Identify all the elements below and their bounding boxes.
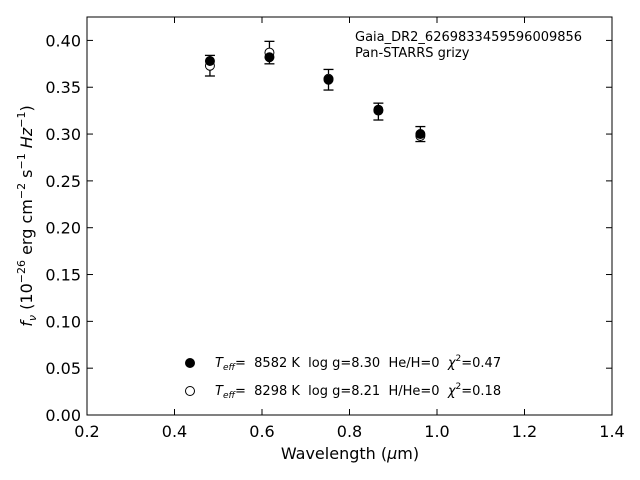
- x-tick-label: 0.8: [337, 422, 362, 441]
- legend: Teff= 8582 K log g=8.30 He/H=0 χ2=0.47 T…: [185, 354, 501, 401]
- point-filled: [204, 56, 215, 67]
- y-tick-label: 0.40: [45, 31, 81, 50]
- legend-marker-filled: [185, 358, 195, 368]
- x-axis-label: Wavelength (μm): [281, 444, 419, 463]
- y-tick-label: 0.00: [45, 406, 81, 425]
- point-filled: [373, 104, 384, 115]
- y-tick-label: 0.25: [45, 172, 81, 191]
- y-tick-label: 0.15: [45, 266, 81, 285]
- y-axis: 0.00 0.05 0.10 0.15 0.20 0.25 0.30 0.35 0.40: [45, 31, 612, 425]
- y-tick-label: 0.05: [45, 359, 81, 378]
- y-tick-label: 0.10: [45, 312, 81, 331]
- x-tick-label: 0.6: [249, 422, 274, 441]
- x-tick-label: 1.2: [512, 422, 537, 441]
- x-tick-label: 1.0: [424, 422, 449, 441]
- annotation-object-id: Gaia_DR2_6269833459596009856: [355, 30, 582, 45]
- data-points: [204, 47, 426, 141]
- y-tick-label: 0.30: [45, 125, 81, 144]
- point-filled: [415, 129, 426, 140]
- point-filled: [323, 74, 334, 85]
- legend-entry-1: Teff= 8582 K log g=8.30 He/H=0 χ2=0.47: [215, 354, 501, 373]
- legend-marker-open: [185, 386, 195, 396]
- plot-area: [86, 16, 613, 416]
- point-filled: [264, 52, 275, 63]
- x-tick-label: 0.4: [162, 422, 187, 441]
- x-tick-label: 0.2: [74, 422, 99, 441]
- x-tick-label: 1.4: [599, 422, 624, 441]
- annotation-survey: Pan-STARRS grizy: [355, 46, 470, 61]
- y-tick-label: 0.20: [45, 219, 81, 238]
- x-axis: 0.2 0.4 0.6 0.8 1.0 1.2 1.4: [74, 17, 625, 441]
- legend-entry-2: Teff= 8298 K log g=8.21 H/He=0 χ2=0.18: [215, 382, 501, 401]
- y-axis-label: fν (10−26 erg cm−2 s−1 Hz−1): [15, 105, 39, 326]
- y-tick-label: 0.35: [45, 78, 81, 97]
